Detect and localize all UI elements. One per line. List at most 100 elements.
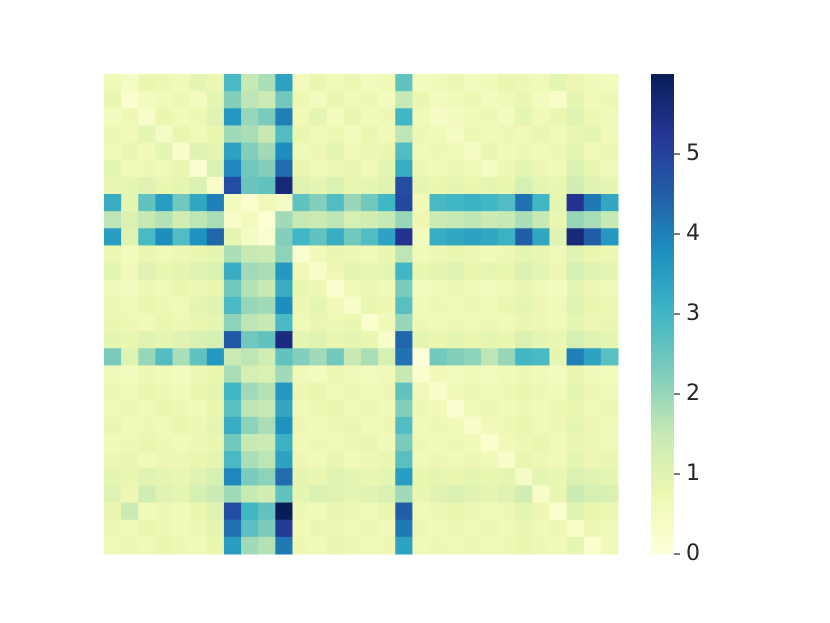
- heatmap-cell: [566, 468, 585, 486]
- heatmap-cell: [121, 91, 139, 109]
- heatmap-cell: [138, 108, 156, 126]
- heatmap-cell: [480, 176, 499, 195]
- heatmap-cell: [206, 536, 225, 555]
- heatmap-cell: [429, 468, 448, 486]
- heatmap-cell: [549, 211, 568, 229]
- heatmap-cell: [463, 434, 482, 452]
- heatmap-cell: [600, 176, 619, 195]
- heatmap-cell: [532, 434, 550, 452]
- heatmap-cell: [378, 125, 396, 144]
- heatmap-cell: [463, 536, 482, 555]
- heatmap-cell: [172, 502, 191, 521]
- heatmap-cell: [104, 399, 122, 418]
- heatmap-cell: [121, 279, 139, 298]
- heatmap-cell: [549, 228, 568, 246]
- heatmap-cell: [223, 536, 242, 555]
- heatmap-cell: [258, 228, 276, 246]
- heatmap-cell: [395, 485, 413, 504]
- heatmap-cell: [206, 176, 225, 195]
- heatmap-cell: [480, 211, 499, 229]
- heatmap-cell: [326, 245, 345, 264]
- heatmap-cell: [566, 194, 585, 212]
- heatmap-cell: [104, 108, 122, 126]
- heatmap-cell: [343, 279, 362, 298]
- heatmap-cell: [498, 142, 516, 161]
- heatmap-cell: [121, 519, 139, 538]
- heatmap-cell: [121, 142, 139, 161]
- heatmap-cell: [532, 228, 550, 246]
- heatmap-cell: [292, 502, 311, 521]
- heatmap-cell: [378, 159, 396, 178]
- heatmap-cell: [104, 502, 122, 521]
- heatmap-cell: [600, 296, 619, 315]
- heatmap-cell: [583, 348, 602, 366]
- heatmap-cell: [566, 245, 585, 264]
- heatmap-cell: [583, 296, 602, 315]
- heatmap-cell: [480, 125, 499, 144]
- heatmap-cell: [463, 91, 482, 109]
- heatmap-cell: [395, 91, 413, 109]
- heatmap-cell: [258, 194, 276, 212]
- heatmap-cell: [275, 399, 293, 418]
- heatmap-cell: [155, 262, 174, 281]
- heatmap-cell: [189, 74, 208, 92]
- heatmap-cell: [566, 108, 585, 126]
- heatmap-cell: [532, 245, 550, 264]
- heatmap-cell: [121, 416, 139, 435]
- colorbar-tick-label: 1: [686, 461, 700, 486]
- heatmap-cell: [446, 502, 465, 521]
- heatmap-cell: [241, 399, 259, 418]
- heatmap-cell: [309, 399, 328, 418]
- colorbar: [651, 74, 674, 554]
- heatmap-cell: [361, 296, 379, 315]
- heatmap-cell: [189, 331, 208, 349]
- colorbar-tick-label: 3: [686, 301, 700, 326]
- heatmap-cell: [395, 519, 413, 538]
- heatmap-cell: [223, 468, 242, 486]
- heatmap-cell: [361, 365, 379, 384]
- heatmap-cell: [121, 74, 139, 92]
- heatmap-cell: [258, 314, 276, 332]
- heatmap-cell: [206, 91, 225, 109]
- heatmap-cell: [138, 296, 156, 315]
- heatmap-cell: [395, 399, 413, 418]
- heatmap-cell: [258, 399, 276, 418]
- colorbar-tick-label: 2: [686, 381, 700, 406]
- heatmap-cell: [138, 279, 156, 298]
- heatmap-cell: [566, 262, 585, 281]
- heatmap-cell: [275, 468, 293, 486]
- heatmap-cell: [583, 434, 602, 452]
- heatmap-cell: [241, 485, 259, 504]
- heatmap-cell: [326, 519, 345, 538]
- heatmap-cell: [566, 176, 585, 195]
- heatmap-cell: [172, 416, 191, 435]
- heatmap-cell: [378, 245, 396, 264]
- heatmap-cell: [326, 399, 345, 418]
- heatmap-cell: [104, 142, 122, 161]
- heatmap-cell: [498, 536, 516, 555]
- heatmap-cell: [600, 519, 619, 538]
- heatmap-cell: [104, 365, 122, 384]
- heatmap-cell: [104, 194, 122, 212]
- heatmap-cell: [343, 176, 362, 195]
- heatmap-cell: [446, 279, 465, 298]
- heatmap-cell: [223, 91, 242, 109]
- heatmap-cell: [498, 125, 516, 144]
- heatmap-cell: [480, 536, 499, 555]
- heatmap-cell: [326, 296, 345, 315]
- heatmap-cell: [189, 245, 208, 264]
- heatmap-cell: [223, 434, 242, 452]
- heatmap-cell: [223, 262, 242, 281]
- heatmap-cell: [395, 245, 413, 264]
- heatmap-cell: [206, 382, 225, 401]
- heatmap-cell: [378, 194, 396, 212]
- heatmap-cell: [121, 365, 139, 384]
- heatmap-cell: [343, 365, 362, 384]
- heatmap-cell: [412, 125, 431, 144]
- heatmap-cell: [155, 502, 174, 521]
- heatmap-cell: [446, 348, 465, 366]
- heatmap-cell: [412, 74, 431, 92]
- heatmap-cell: [429, 279, 448, 298]
- heatmap-cell: [480, 142, 499, 161]
- heatmap-cell: [549, 434, 568, 452]
